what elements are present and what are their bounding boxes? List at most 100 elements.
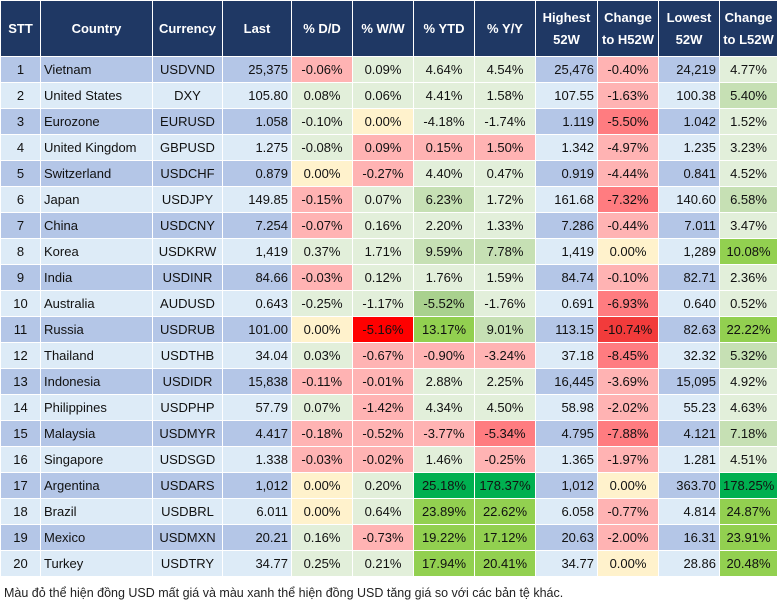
cell-high: 58.98 (535, 394, 598, 421)
cell-dd: 0.08% (291, 82, 353, 109)
cell-high: 25,476 (535, 56, 598, 83)
table-row: 11 Russia USDRUB 101.00 0.00% -5.16% 13.17% 9.0… (0, 316, 777, 343)
cell-last: 6.011 (222, 498, 292, 525)
cell-currency: USDCHF (152, 160, 223, 187)
cell-dd: -0.15% (291, 186, 353, 213)
cell-ytd: -0.90% (413, 342, 475, 369)
cell-ytd: -5.52% (413, 290, 475, 317)
header-ch-high: Change to H52W (597, 0, 659, 57)
cell-ww: -1.17% (352, 290, 414, 317)
cell-stt: 5 (0, 160, 41, 187)
cell-yy: 2.25% (474, 368, 536, 395)
cell-currency: USDARS (152, 472, 223, 499)
cell-high: 113.15 (535, 316, 598, 343)
cell-yy: 1.72% (474, 186, 536, 213)
cell-ytd: 25.18% (413, 472, 475, 499)
cell-yy: -1.76% (474, 290, 536, 317)
cell-low: 140.60 (658, 186, 720, 213)
cell-ch-high: -5.50% (597, 108, 659, 135)
cell-currency: USDCNY (152, 212, 223, 239)
cell-currency: USDSGD (152, 446, 223, 473)
cell-low: 0.640 (658, 290, 720, 317)
cell-last: 1,012 (222, 472, 292, 499)
cell-ch-high: -1.63% (597, 82, 659, 109)
cell-country: Thailand (40, 342, 153, 369)
cell-ch-low: 24.87% (719, 498, 777, 525)
cell-ww: 0.12% (352, 264, 414, 291)
cell-high: 0.691 (535, 290, 598, 317)
header-ch-low: Change to L52W (719, 0, 777, 57)
cell-yy: -3.24% (474, 342, 536, 369)
cell-last: 1.338 (222, 446, 292, 473)
cell-currency: AUDUSD (152, 290, 223, 317)
cell-ww: 0.06% (352, 82, 414, 109)
table-row: 19 Mexico USDMXN 20.21 0.16% -0.73% 19.22% 17.1… (0, 524, 777, 551)
cell-high: 1.365 (535, 446, 598, 473)
cell-ww: -5.16% (352, 316, 414, 343)
cell-ch-low: 7.18% (719, 420, 777, 447)
cell-dd: -0.03% (291, 264, 353, 291)
cell-ch-high: 0.00% (597, 550, 659, 577)
header-high: Highest 52W (535, 0, 598, 57)
cell-currency: USDTRY (152, 550, 223, 577)
cell-stt: 13 (0, 368, 41, 395)
cell-yy: -0.25% (474, 446, 536, 473)
cell-currency: USDINR (152, 264, 223, 291)
cell-high: 16,445 (535, 368, 598, 395)
cell-currency: USDBRL (152, 498, 223, 525)
cell-dd: 0.03% (291, 342, 353, 369)
cell-ch-low: 4.52% (719, 160, 777, 187)
cell-dd: 0.00% (291, 316, 353, 343)
fx-table: STT Country Currency Last% D/D% W/W% YTD% Y… (0, 0, 777, 577)
cell-stt: 6 (0, 186, 41, 213)
cell-country: Philippines (40, 394, 153, 421)
cell-last: 4.417 (222, 420, 292, 447)
cell-ch-high: -4.97% (597, 134, 659, 161)
cell-country: United Kingdom (40, 134, 153, 161)
cell-ww: -0.02% (352, 446, 414, 473)
cell-country: Switzerland (40, 160, 153, 187)
table-row: 4 United Kingdom GBPUSD 1.275 -0.08% 0.09% 0.1… (0, 134, 777, 161)
cell-dd: 0.00% (291, 160, 353, 187)
cell-ch-high: -2.02% (597, 394, 659, 421)
cell-high: 37.18 (535, 342, 598, 369)
cell-ch-high: -0.44% (597, 212, 659, 239)
cell-ytd: 1.76% (413, 264, 475, 291)
cell-currency: USDIDR (152, 368, 223, 395)
cell-stt: 4 (0, 134, 41, 161)
cell-yy: 22.62% (474, 498, 536, 525)
cell-ch-high: -10.74% (597, 316, 659, 343)
cell-stt: 15 (0, 420, 41, 447)
cell-yy: 178.37% (474, 472, 536, 499)
cell-country: Russia (40, 316, 153, 343)
cell-yy: 17.12% (474, 524, 536, 551)
cell-dd: 0.07% (291, 394, 353, 421)
cell-last: 149.85 (222, 186, 292, 213)
cell-ytd: 4.64% (413, 56, 475, 83)
cell-ch-low: 3.23% (719, 134, 777, 161)
cell-ytd: 2.88% (413, 368, 475, 395)
cell-low: 15,095 (658, 368, 720, 395)
header-low: Lowest 52W (658, 0, 720, 57)
cell-yy: -1.74% (474, 108, 536, 135)
cell-currency: USDRUB (152, 316, 223, 343)
cell-ytd: 6.23% (413, 186, 475, 213)
cell-ch-low: 2.36% (719, 264, 777, 291)
cell-stt: 1 (0, 56, 41, 83)
cell-dd: 0.00% (291, 498, 353, 525)
cell-ch-low: 4.77% (719, 56, 777, 83)
cell-last: 101.00 (222, 316, 292, 343)
cell-country: Singapore (40, 446, 153, 473)
cell-ch-low: 0.52% (719, 290, 777, 317)
cell-stt: 9 (0, 264, 41, 291)
cell-country: Argentina (40, 472, 153, 499)
cell-ytd: 4.34% (413, 394, 475, 421)
cell-dd: -0.18% (291, 420, 353, 447)
cell-country: Australia (40, 290, 153, 317)
cell-ch-high: -0.10% (597, 264, 659, 291)
table-row: 14 Philippines USDPHP 57.79 0.07% -1.42% 4.34%… (0, 394, 777, 421)
cell-ytd: -4.18% (413, 108, 475, 135)
table-row: 1 Vietnam USDVND 25,375 -0.06% 0.09% 4.64% 4.54… (0, 56, 777, 83)
cell-ytd: 4.41% (413, 82, 475, 109)
cell-stt: 19 (0, 524, 41, 551)
